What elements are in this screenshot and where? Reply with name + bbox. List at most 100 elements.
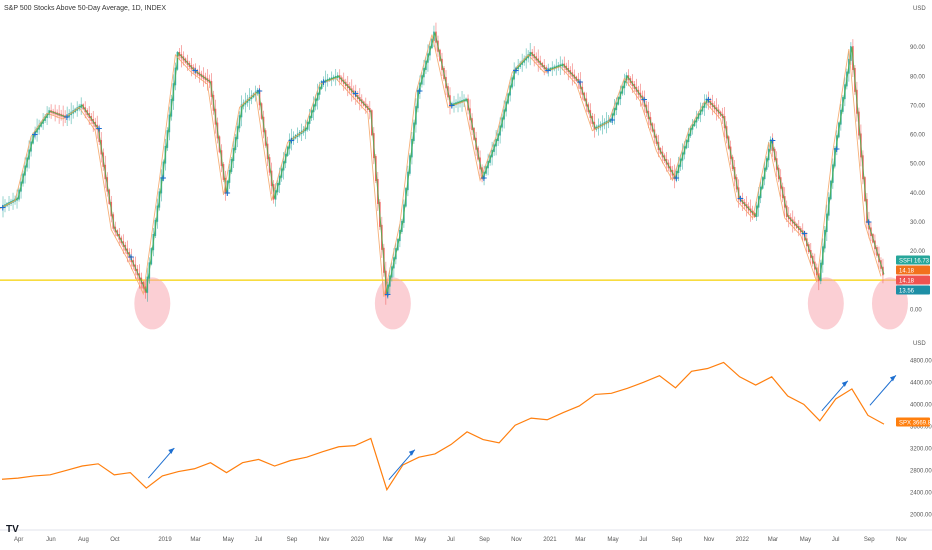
signal-marker: + — [480, 174, 488, 184]
x-tick-label: Nov — [319, 537, 330, 543]
signal-marker: + — [352, 90, 360, 100]
bottom-panel: 2000.00 2400.00 2800.00 3200.00 3600.00 4000.… — [1, 358, 932, 518]
x-tick-label: Mar — [768, 537, 778, 543]
signal-marker: + — [608, 116, 616, 126]
price-badge-text: SPX 3669.89 — [899, 421, 932, 427]
x-tick-label: Jul — [639, 537, 647, 543]
price-badge — [896, 285, 930, 295]
trend-arrow-head — [168, 448, 175, 455]
y-tick-label: 4400.00 — [910, 380, 932, 386]
moving-average-line — [1, 32, 885, 295]
x-tick-label: Nov — [704, 537, 715, 543]
signal-marker: + — [320, 78, 328, 88]
highlight-circle — [374, 277, 411, 330]
highlight-circle — [871, 277, 908, 330]
trend-arrow — [869, 375, 897, 406]
trend-arrow-head — [408, 449, 415, 456]
moving-average-line-2 — [0, 34, 882, 297]
price-badge-text: 13.56 — [899, 289, 915, 295]
signal-marker: + — [288, 136, 296, 146]
x-tick-label: Mar — [575, 537, 585, 543]
trend-arrow — [821, 380, 849, 412]
x-tick-label: Sep — [864, 537, 875, 543]
trend-arrow — [388, 449, 416, 481]
signal-marker: + — [640, 96, 648, 106]
top-currency-label: USD — [913, 6, 926, 12]
signal-marker: + — [127, 253, 135, 263]
signal-marker: + — [224, 189, 232, 199]
price-badge — [896, 265, 930, 275]
tradingview-logo: TV — [6, 524, 19, 535]
y-tick-label: 3200.00 — [910, 446, 932, 452]
x-tick-label: Jul — [255, 537, 263, 543]
top-panel: 0.0010.0020.0030.0040.0050.0060.0070.008… — [0, 22, 930, 330]
signal-marker: + — [159, 174, 167, 184]
x-tick-label: Nov — [511, 537, 522, 543]
y-tick-label: 2800.00 — [910, 468, 932, 474]
x-tick-label: 2019 — [158, 537, 172, 543]
y-tick-label: 80.00 — [910, 74, 926, 80]
highlight-circle — [807, 277, 844, 330]
x-tick-label: May — [415, 537, 426, 543]
x-tick-label: Mar — [383, 537, 393, 543]
signal-marker: + — [95, 125, 103, 135]
y-tick-label: 4800.00 — [910, 358, 932, 364]
x-tick-label: Sep — [479, 537, 490, 543]
signal-marker: + — [865, 218, 873, 228]
x-tick-label: May — [607, 537, 618, 543]
chart-title: S&P 500 Stocks Above 50-Day Average, 1D,… — [4, 5, 166, 12]
x-tick-label: Mar — [190, 537, 200, 543]
price-badge-text: 14.18 — [899, 279, 915, 285]
y-tick-label: 4000.00 — [910, 402, 932, 408]
x-tick-label: Apr — [14, 537, 23, 543]
y-tick-label: 2000.00 — [910, 512, 932, 518]
x-tick-label: Sep — [287, 537, 298, 543]
price-badge-text: SSFI 16.73 — [899, 259, 930, 265]
signal-marker: + — [0, 203, 7, 213]
trend-arrow — [147, 447, 175, 479]
signal-marker: + — [512, 66, 520, 76]
signal-marker: + — [673, 174, 681, 184]
signal-marker: + — [801, 230, 809, 240]
x-tick-label: Jun — [46, 537, 56, 543]
logo-text: TV — [6, 524, 19, 535]
y-tick-label: 20.00 — [910, 249, 926, 255]
price-badge-text: 14.18 — [899, 269, 915, 275]
x-tick-label: May — [800, 537, 811, 543]
signal-marker: + — [448, 101, 456, 111]
x-tick-label: 2022 — [736, 537, 750, 543]
signal-marker: + — [256, 87, 264, 97]
signal-marker: + — [705, 96, 713, 106]
x-tick-label: Nov — [896, 537, 907, 543]
x-tick-label: Sep — [672, 537, 683, 543]
price-badge — [896, 255, 930, 265]
signal-marker: + — [31, 131, 39, 141]
y-tick-label: 90.00 — [910, 45, 926, 51]
signal-marker: + — [769, 136, 777, 146]
x-tick-label: Oct — [110, 537, 120, 543]
x-tick-label: 2021 — [543, 537, 557, 543]
y-tick-label: 60.00 — [910, 133, 926, 139]
y-tick-label: 50.00 — [910, 162, 926, 168]
trend-arrow-head — [889, 375, 896, 382]
signal-marker: + — [833, 145, 841, 155]
price-line — [1, 361, 885, 492]
x-tick-label: Aug — [78, 537, 89, 543]
x-axis: Apr Jun Aug Oct 2019 Mar May Jul Sep Nov 2020 Mar Ma… — [0, 529, 932, 543]
y-tick-label: 3600.00 — [910, 424, 932, 430]
signal-marker: + — [737, 195, 745, 205]
signal-marker: + — [416, 87, 424, 97]
signal-marker: + — [191, 66, 199, 76]
y-tick-label: 2400.00 — [910, 490, 932, 496]
x-tick-label: May — [223, 537, 234, 543]
price-badge — [896, 417, 930, 427]
signal-marker: + — [576, 78, 584, 88]
y-tick-label: 40.00 — [910, 191, 926, 197]
bottom-currency-label: USD — [913, 341, 926, 347]
y-tick-label: 30.00 — [910, 220, 926, 226]
price-badge — [896, 275, 930, 285]
x-tick-label: Jul — [832, 537, 840, 543]
y-tick-label: 0.00 — [910, 307, 922, 313]
